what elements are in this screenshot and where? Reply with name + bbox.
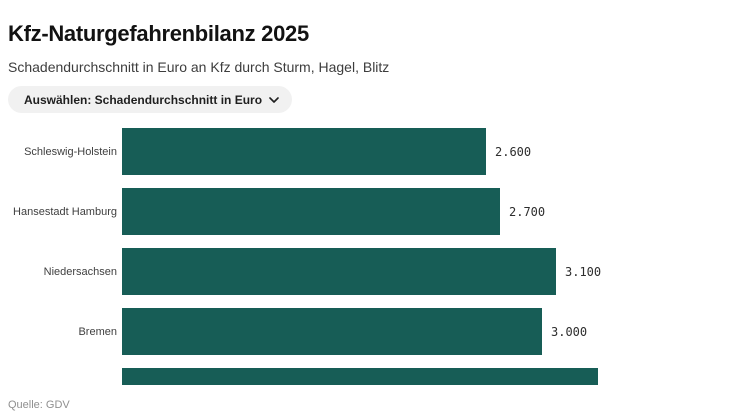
chart-row: Hansestadt Hamburg 2.700 (0, 188, 735, 235)
bar-category-label: Schleswig-Holstein (24, 145, 117, 158)
chart-row: Schleswig-Holstein 2.600 (0, 128, 735, 175)
chart-subtitle: Schadendurchschnitt in Euro an Kfz durch… (8, 59, 390, 75)
bar[interactable] (122, 128, 486, 175)
bar-chart: Schleswig-Holstein 2.600 Hansestadt Hambur… (0, 122, 735, 385)
chart-row-partial (0, 368, 735, 385)
bar-value-label: 2.600 (495, 144, 532, 159)
bar-value-label: 3.000 (551, 324, 588, 339)
metric-select-dropdown[interactable]: Auswählen: Schadendurchschnitt in Euro (8, 86, 293, 113)
bar-value-label: 3.100 (565, 264, 602, 279)
bar-category-label: Hansestadt Hamburg (13, 205, 117, 218)
bar[interactable] (122, 188, 500, 235)
page-title: Kfz-Naturgefahrenbilanz 2025 (8, 20, 309, 46)
bar[interactable] (122, 368, 598, 385)
bar-value-label: 2.700 (509, 204, 546, 219)
bar[interactable] (122, 308, 542, 355)
chart-row: Niedersachsen 3.100 (0, 248, 735, 295)
bar[interactable] (122, 248, 556, 295)
chevron-down-icon (269, 96, 279, 103)
bar-category-label: Niedersachsen (43, 265, 117, 278)
source-note: Quelle: GDV (8, 399, 70, 411)
metric-select-label: Auswählen: Schadendurchschnitt in Euro (24, 92, 263, 107)
chart-row: Bremen 3.000 (0, 308, 735, 355)
bar-category-label: Bremen (78, 325, 117, 338)
